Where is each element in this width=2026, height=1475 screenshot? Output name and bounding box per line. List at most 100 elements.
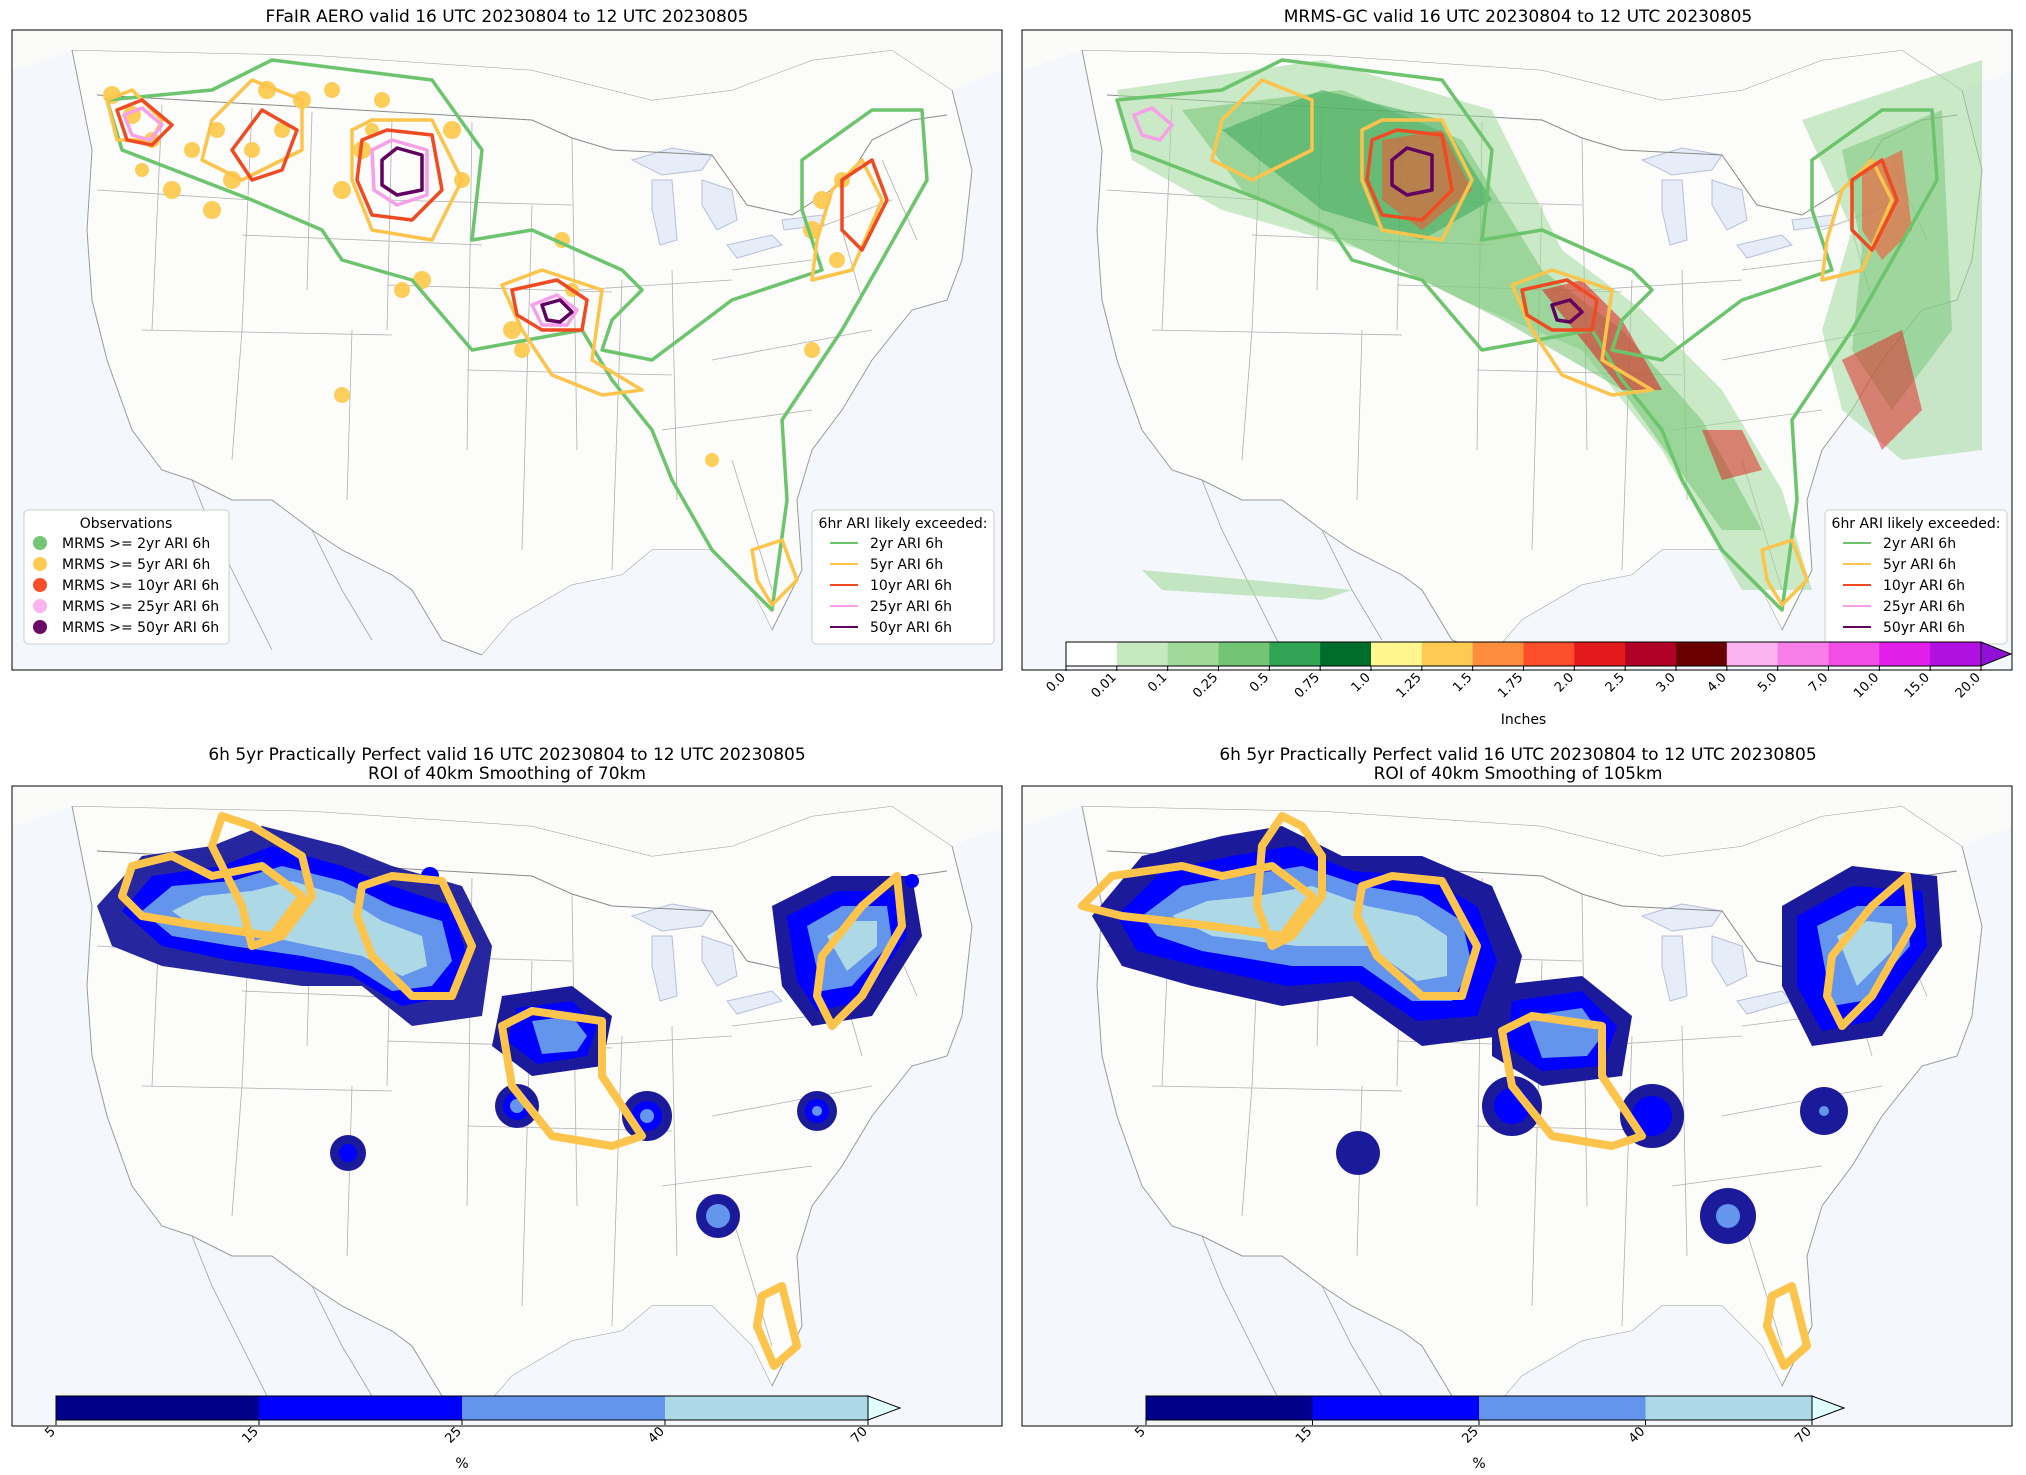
colorbar-tick-label: 2.0	[1552, 670, 1577, 695]
panel3-map	[11, 785, 1003, 1427]
colorbar-tick-label: 10.0	[1851, 670, 1882, 701]
colorbar-segment	[1777, 642, 1829, 666]
colorbar-segment	[665, 1396, 869, 1420]
colorbar-segment	[1269, 642, 1321, 666]
ari-legend-title-2: 6hr ARI likely exceeded:	[1832, 516, 2001, 532]
colorbar-segment	[1218, 642, 1270, 666]
colorbar-tick-label: 70	[849, 1424, 871, 1446]
colorbar-segment	[1066, 642, 1118, 666]
colorbar-tick-label: 5	[42, 1424, 58, 1440]
ari-legend-label: 10yr ARI 6h	[870, 578, 952, 594]
obs-legend: Observations MRMS >= 2yr ARI 6h MRMS >= 5…	[23, 509, 230, 645]
ari-legend-label: 25yr ARI 6h	[870, 599, 952, 615]
colorbar-tick-label: 4.0	[1704, 670, 1729, 695]
colorbar-tick-label: 40	[1626, 1424, 1648, 1446]
panel4-title-line1: 6h 5yr Practically Perfect valid 16 UTC …	[1219, 745, 1816, 765]
obs-legend-label: MRMS >= 10yr ARI 6h	[62, 578, 219, 594]
obs-legend-marker	[33, 620, 47, 634]
colorbar-tick-label: 1.5	[1450, 670, 1475, 695]
obs-legend-marker	[33, 599, 47, 613]
colorbar-tick-label: 25	[443, 1424, 465, 1446]
panel1-title: FFaIR AERO valid 16 UTC 20230804 to 12 U…	[266, 7, 749, 27]
colorbar-segment	[1676, 642, 1728, 666]
colorbar-tick-label: 5	[1132, 1424, 1148, 1440]
ari-legend-panel2: 6hr ARI likely exceeded: 2yr ARI 6h 5yr A…	[1824, 509, 2008, 645]
colorbar-extend	[1811, 1395, 1846, 1421]
obs-5yr-dots	[103, 81, 850, 467]
colorbar-tick-label: 1.75	[1495, 670, 1526, 701]
panel-pp-70km: 6h 5yr Practically Perfect valid 16 UTC …	[11, 745, 1003, 1472]
obs-legend-marker	[33, 578, 47, 592]
colorbar-unit-label: %	[455, 1456, 468, 1472]
colorbar-segment	[1726, 642, 1779, 666]
obs-legend-label: MRMS >= 25yr ARI 6h	[62, 599, 219, 615]
ari-legend-label: 5yr ARI 6h	[1883, 557, 1956, 573]
colorbar-segment	[1371, 642, 1423, 666]
obs-legend-marker	[33, 557, 47, 571]
colorbar-segment	[1421, 642, 1474, 666]
ari-legend-label: 2yr ARI 6h	[870, 536, 943, 552]
pp70-colorbar: 5 15 25 40 70%	[42, 1395, 902, 1472]
colorbar-segment	[1472, 642, 1524, 666]
panel3-title-line2: ROI of 40km Smoothing of 70km	[368, 764, 646, 784]
colorbar-tick-label: 0.25	[1190, 670, 1221, 701]
colorbar-tick-label: 7.0	[1806, 670, 1831, 695]
colorbar-segment	[56, 1396, 260, 1420]
colorbar-segment	[1645, 1396, 1813, 1420]
colorbar-segment	[462, 1396, 666, 1420]
panel2-map	[1021, 29, 2013, 671]
ari-legend-panel1: 6hr ARI likely exceeded: 2yr ARI 6h 5yr A…	[811, 509, 995, 645]
colorbar-tick-label: 3.0	[1654, 670, 1679, 695]
colorbar-segment	[1167, 642, 1219, 666]
obs-legend-label: MRMS >= 5yr ARI 6h	[62, 557, 210, 573]
colorbar-tick-label: 1.25	[1394, 670, 1425, 701]
panel-pp-105km: 6h 5yr Practically Perfect valid 16 UTC …	[1021, 745, 2013, 1472]
pp-obs-outline-70	[118, 812, 906, 1370]
panel4-title-line2: ROI of 40km Smoothing of 105km	[1374, 764, 1663, 784]
panel3-title-line1: 6h 5yr Practically Perfect valid 16 UTC …	[208, 745, 805, 765]
colorbar-segment	[1879, 642, 1931, 666]
ari-legend-label: 5yr ARI 6h	[870, 557, 943, 573]
ari-contours-2	[1115, 58, 1939, 612]
obs-legend-label: MRMS >= 2yr ARI 6h	[62, 536, 210, 552]
precip-colorbar: 0.0 0.01 0.1 0.25 0.5 0.75 1.0 1.25 1.5 1.75 2.0 2.…	[1044, 641, 2013, 728]
obs-legend-label: MRMS >= 50yr ARI 6h	[62, 620, 219, 636]
panel4-map	[1021, 785, 2013, 1427]
colorbar-extend	[1980, 641, 2013, 667]
colorbar-segment	[259, 1396, 463, 1420]
colorbar-tick-label: 1.0	[1349, 670, 1374, 695]
obs-legend-marker	[33, 536, 47, 550]
colorbar-tick-label: 0.01	[1089, 670, 1120, 701]
colorbar-tick-label: 0.1	[1145, 670, 1170, 695]
ari-legend-label: 50yr ARI 6h	[1883, 620, 1965, 636]
ari-legend-label: 50yr ARI 6h	[870, 620, 952, 636]
pp105-colorbar: 5 15 25 40 70%	[1132, 1395, 1846, 1472]
pp-obs-outline-105	[1078, 812, 1916, 1370]
colorbar-tick-label: 25	[1460, 1424, 1482, 1446]
colorbar-tick-label: 70	[1793, 1424, 1815, 1446]
ari-legend-label: 2yr ARI 6h	[1883, 536, 1956, 552]
colorbar-unit-label: Inches	[1501, 712, 1546, 728]
colorbar-segment	[1574, 642, 1626, 666]
colorbar-segment	[1930, 642, 1982, 666]
colorbar-tick-label: 2.5	[1603, 670, 1628, 695]
panel2-title: MRMS-GC valid 16 UTC 20230804 to 12 UTC …	[1284, 7, 1752, 27]
colorbar-segment	[1479, 1396, 1646, 1420]
colorbar-segment	[1320, 642, 1372, 666]
colorbar-extend	[867, 1395, 902, 1421]
ari-legend-label: 25yr ARI 6h	[1883, 599, 1965, 615]
panel-ffair-aero: FFaIR AERO valid 16 UTC 20230804 to 12 U…	[11, 7, 1003, 671]
panel1-map	[11, 29, 1003, 671]
colorbar-segment	[1625, 642, 1677, 666]
colorbar-unit-label: %	[1472, 1456, 1485, 1472]
colorbar-tick-label: 0.75	[1292, 670, 1323, 701]
ari-legend-title: 6hr ARI likely exceeded:	[819, 516, 988, 532]
colorbar-segment	[1312, 1396, 1480, 1420]
colorbar-segment	[1146, 1396, 1313, 1420]
colorbar-tick-label: 0.0	[1044, 670, 1069, 695]
colorbar-tick-label: 20.0	[1953, 670, 1984, 701]
colorbar-tick-label: 15.0	[1902, 670, 1933, 701]
colorbar-tick-label: 0.5	[1247, 670, 1272, 695]
colorbar-tick-label: 40	[646, 1424, 668, 1446]
colorbar-tick-label: 15	[1293, 1424, 1315, 1446]
